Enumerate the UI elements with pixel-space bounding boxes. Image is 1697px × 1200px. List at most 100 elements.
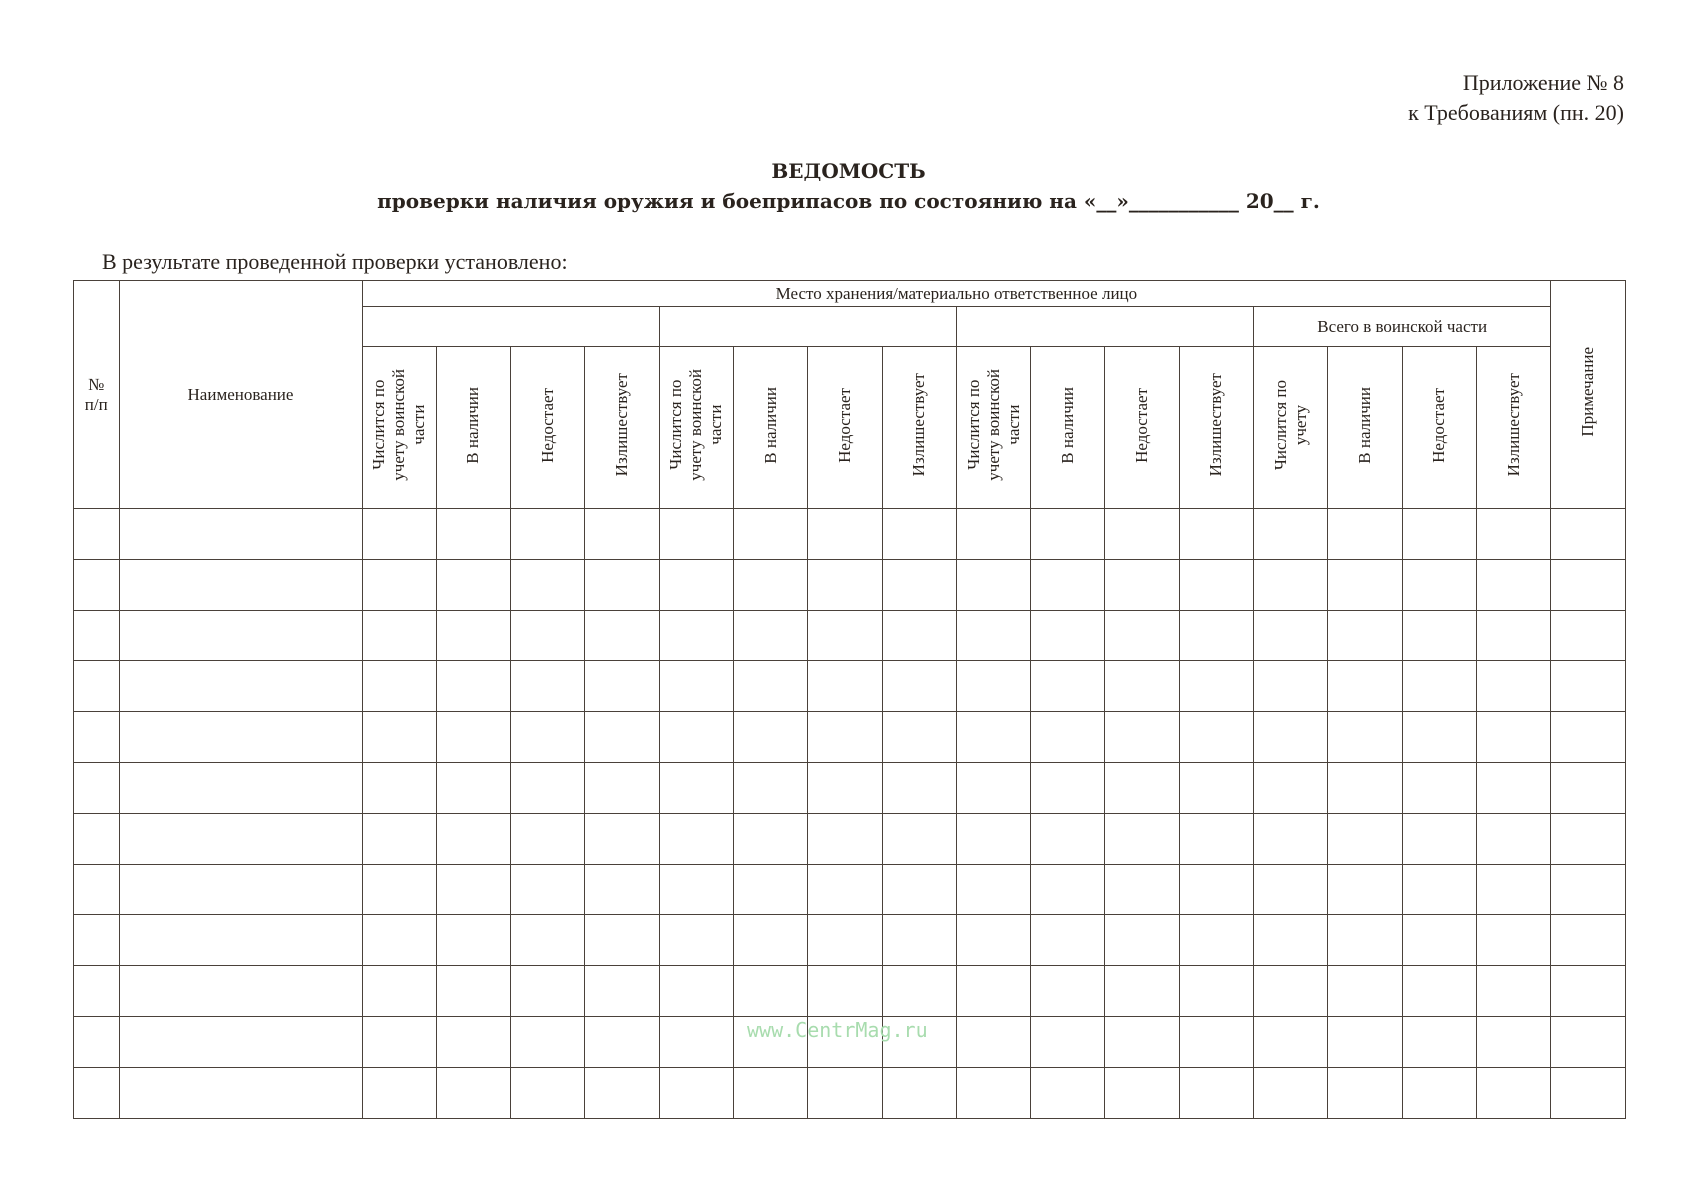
table-cell[interactable] [732, 660, 809, 713]
table-cell[interactable] [584, 609, 660, 662]
table-cell[interactable] [1104, 812, 1180, 865]
table-cell[interactable] [510, 609, 586, 662]
table-cell[interactable] [510, 660, 586, 713]
table-cell[interactable] [118, 609, 363, 662]
table-cell[interactable] [118, 863, 363, 916]
table-cell[interactable] [955, 761, 1032, 814]
table-cell[interactable] [955, 914, 1032, 967]
table-cell[interactable] [955, 660, 1032, 713]
table-cell[interactable] [881, 863, 957, 916]
table-cell[interactable] [1030, 558, 1106, 611]
table-cell[interactable] [807, 1015, 883, 1068]
table-cell[interactable] [1030, 711, 1106, 763]
table-cell[interactable] [1104, 863, 1180, 916]
table-cell[interactable] [658, 761, 734, 814]
table-cell[interactable] [73, 1066, 120, 1119]
table-cell[interactable] [1475, 965, 1552, 1017]
table-cell[interactable] [955, 863, 1032, 916]
table-cell[interactable] [1550, 558, 1627, 611]
table-cell[interactable] [1475, 660, 1552, 713]
table-cell[interactable] [807, 609, 883, 662]
table-cell[interactable] [435, 660, 512, 713]
table-cell[interactable] [658, 965, 734, 1017]
table-cell[interactable] [435, 1066, 512, 1119]
table-cell[interactable] [1030, 812, 1106, 865]
table-cell[interactable] [807, 914, 883, 967]
table-cell[interactable] [510, 1066, 586, 1119]
table-cell[interactable] [584, 558, 660, 611]
table-cell[interactable] [1401, 660, 1477, 713]
table-cell[interactable] [1253, 660, 1329, 713]
table-cell[interactable] [1030, 508, 1106, 560]
table-cell[interactable] [1253, 863, 1329, 916]
table-cell[interactable] [1030, 761, 1106, 814]
table-cell[interactable] [1104, 1066, 1180, 1119]
table-cell[interactable] [1030, 965, 1106, 1017]
table-cell[interactable] [881, 558, 957, 611]
table-cell[interactable] [361, 711, 437, 763]
table-cell[interactable] [73, 914, 120, 967]
table-cell[interactable] [658, 558, 734, 611]
table-cell[interactable] [1178, 914, 1255, 967]
table-cell[interactable] [1253, 508, 1329, 560]
table-cell[interactable] [118, 1015, 363, 1068]
table-cell[interactable] [1475, 711, 1552, 763]
table-cell[interactable] [955, 1015, 1032, 1068]
table-cell[interactable] [1401, 1015, 1477, 1068]
table-cell[interactable] [1475, 558, 1552, 611]
table-cell[interactable] [118, 508, 363, 560]
table-cell[interactable] [1475, 812, 1552, 865]
table-cell[interactable] [1178, 965, 1255, 1017]
table-cell[interactable] [1401, 1066, 1477, 1119]
table-cell[interactable] [1253, 558, 1329, 611]
table-cell[interactable] [1327, 609, 1403, 662]
table-cell[interactable] [881, 965, 957, 1017]
table-cell[interactable] [73, 965, 120, 1017]
table-cell[interactable] [1327, 812, 1403, 865]
table-cell[interactable] [955, 965, 1032, 1017]
table-cell[interactable] [1401, 965, 1477, 1017]
table-cell[interactable] [881, 914, 957, 967]
table-cell[interactable] [1550, 711, 1627, 763]
table-cell[interactable] [510, 508, 586, 560]
table-cell[interactable] [1550, 1066, 1627, 1119]
table-cell[interactable] [881, 508, 957, 560]
table-cell[interactable] [73, 863, 120, 916]
table-cell[interactable] [1030, 1015, 1106, 1068]
table-cell[interactable] [118, 914, 363, 967]
table-cell[interactable] [584, 660, 660, 713]
table-cell[interactable] [361, 965, 437, 1017]
table-cell[interactable] [118, 711, 363, 763]
table-cell[interactable] [732, 558, 809, 611]
table-cell[interactable] [1550, 508, 1627, 560]
table-cell[interactable] [658, 812, 734, 865]
table-cell[interactable] [732, 914, 809, 967]
table-cell[interactable] [1475, 609, 1552, 662]
table-cell[interactable] [435, 965, 512, 1017]
table-cell[interactable] [118, 558, 363, 611]
table-cell[interactable] [1178, 558, 1255, 611]
table-cell[interactable] [1104, 965, 1180, 1017]
table-cell[interactable] [361, 508, 437, 560]
table-cell[interactable] [1178, 711, 1255, 763]
table-cell[interactable] [361, 1066, 437, 1119]
table-cell[interactable] [658, 711, 734, 763]
table-cell[interactable] [510, 711, 586, 763]
table-cell[interactable] [658, 914, 734, 967]
table-cell[interactable] [361, 609, 437, 662]
table-cell[interactable] [1475, 508, 1552, 560]
table-cell[interactable] [881, 711, 957, 763]
table-cell[interactable] [807, 711, 883, 763]
table-cell[interactable] [732, 1066, 809, 1119]
table-cell[interactable] [1327, 1066, 1403, 1119]
table-cell[interactable] [1550, 812, 1627, 865]
table-cell[interactable] [584, 508, 660, 560]
table-cell[interactable] [435, 508, 512, 560]
table-cell[interactable] [1327, 558, 1403, 611]
table-cell[interactable] [584, 1015, 660, 1068]
table-cell[interactable] [1253, 1015, 1329, 1068]
table-cell[interactable] [1178, 761, 1255, 814]
table-cell[interactable] [361, 863, 437, 916]
table-cell[interactable] [584, 711, 660, 763]
table-cell[interactable] [955, 711, 1032, 763]
